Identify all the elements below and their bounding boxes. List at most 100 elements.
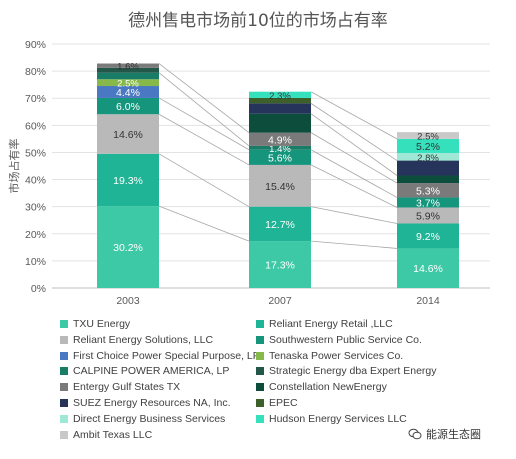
y-tick-label: 30% [25,202,46,214]
legend-label: Southwestern Public Service Co. [269,333,422,346]
legend-swatch [60,335,68,344]
data-label: 2.5% [117,79,139,90]
connector-line [310,103,398,161]
bar-segment [397,160,459,176]
legend-label: EPEC [269,397,298,409]
legend-label: SUEZ Energy Resources NA, Inc. [73,397,231,409]
y-tick-label: 50% [25,147,46,159]
bar-segment [249,241,311,288]
y-tick-label: 0% [31,283,46,295]
data-label: 5.3% [416,185,440,197]
bar-segment [97,63,159,68]
legend-swatch [256,320,264,328]
y-tick-label: 70% [25,93,46,105]
connector-line [158,113,250,166]
legend-swatch [256,399,264,407]
bar-segment [249,206,311,242]
data-label: 14.6% [413,263,443,275]
bar-segment [397,183,459,198]
y-tick-label: 90% [25,39,46,51]
legend-label: Reliant Energy Retail ,LLC [269,318,393,330]
bar-segment [97,67,159,73]
legend-item: Constellation NewEnergy [256,381,387,393]
y-tick-label: 60% [25,120,46,132]
legend-item: Southwestern Public Service Co. [256,334,422,346]
data-label: 9.2% [416,231,440,243]
legend-label: Entergy Gulf States TX [73,381,181,394]
legend-label: Ambit Texas LLC [73,428,153,441]
legend-label: First Choice Power Special Purpose, LP [73,349,260,362]
chart-title: 德州售电市场前10位的市场占有率 [128,11,388,31]
legend-swatch [60,414,68,423]
bar-segment [249,91,311,98]
data-label: 2.5% [417,132,439,143]
data-label: 15.4% [265,181,295,193]
bar-segment [97,153,159,207]
bar-segment [397,248,459,288]
bar-segment [249,97,311,104]
legend-item: Entergy Gulf States TX [60,381,180,393]
bar-segment [97,206,159,288]
legend-item: EPEC [256,397,298,409]
legend-item: Ambit Texas LLC [60,429,152,441]
legend-swatch [60,351,68,360]
connector-line [310,206,398,224]
bar-segment [249,113,311,133]
bar-segment [249,103,311,114]
x-tick-label: 2003 [116,295,140,307]
bar-segment [97,79,159,87]
data-label: 5.2% [416,141,440,153]
data-label: 30.2% [113,242,143,254]
data-label: 5.6% [268,152,292,164]
watermark-text: 能源生态圈 [426,428,481,441]
wechat-icon [408,428,422,440]
legend-label: TXU Energy [73,318,131,330]
data-label: 12.7% [265,219,295,231]
bar-segment [397,197,459,208]
bar-segment [397,223,459,249]
legend-label: Tenaska Power Services Co. [269,349,404,362]
connector-line [310,240,398,249]
bar-segment [397,138,459,153]
bar-segment [97,72,159,80]
legend-item: First Choice Power Special Purpose, LP [60,350,260,362]
legend-item: CALPINE POWER AMERICA, LP [60,365,229,377]
legend-swatch [60,383,68,392]
connector-line [310,149,398,198]
legend-swatch [256,351,264,360]
bar-segment [97,86,159,98]
stacked-bar-chart: 0% 10% 20% 30% 40% 50% 60% 70% 80% 90% 市场占有率 30.2% 1… [7,39,490,307]
legend-swatch [60,430,68,439]
bar-segment [249,145,311,150]
connector-line [158,153,250,208]
data-label: 4.9% [268,134,292,146]
legend-swatch [256,383,264,392]
legend-label: CALPINE POWER AMERICA, LP [73,365,230,378]
legend-swatch [256,414,264,423]
data-label: 6.0% [116,101,140,113]
legend-item: Hudson Energy Services LLC [256,413,407,425]
bar-segment [397,132,459,139]
legend-item: Tenaska Power Services Co. [256,350,403,362]
bar-segment [397,152,459,161]
bar-segment [397,207,459,224]
legend-item: Reliant Energy Solutions, LLC [60,334,213,346]
connector-line [158,205,250,242]
connector-line [310,91,398,140]
x-tick-label: 2014 [416,295,440,307]
connector-line [158,72,250,147]
legend-swatch [60,320,68,328]
data-label: 3.7% [416,197,440,209]
connector-line [310,164,398,208]
legend-swatch [60,399,68,407]
legend-label: Strategic Energy dba Expert Energy [269,365,437,378]
data-label: 19.3% [113,175,143,187]
legend-swatch [60,367,68,376]
watermark: 能源生态圈 [408,426,481,442]
legend-item: SUEZ Energy Resources NA, Inc. [60,397,231,409]
legend-label: Reliant Energy Solutions, LLC [73,333,214,346]
y-tick-label: 20% [25,229,46,241]
bar-segment [249,132,311,146]
legend-swatch [256,335,264,344]
data-label: 2.3% [269,91,291,102]
